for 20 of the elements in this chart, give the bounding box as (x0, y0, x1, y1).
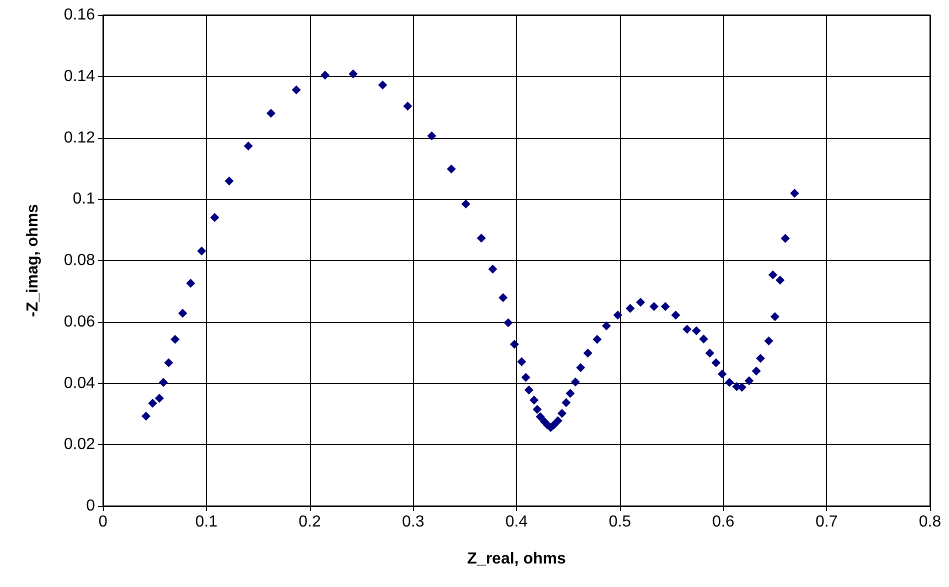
x-tick-label: 0.1 (195, 514, 218, 530)
y-tick-label: 0.02 (64, 436, 96, 454)
x-tick-label: 0.5 (608, 514, 632, 530)
x-axis-title: Z_real, ohms (467, 550, 566, 568)
y-tick-label: 0.1 (72, 190, 96, 208)
y-tick-label: 0.16 (64, 6, 96, 24)
x-tick-label: 0.2 (298, 514, 321, 530)
x-tick-label: 0.6 (712, 514, 734, 530)
y-tick-label: 0.14 (64, 68, 96, 85)
x-tick-label: 0.3 (402, 514, 424, 530)
y-tick-label: 0.12 (64, 129, 96, 146)
y-tick-label: 0.04 (64, 374, 96, 392)
y-tick-label: 0.06 (64, 313, 96, 330)
y-tick-label: 0.08 (64, 252, 96, 269)
x-tick-label: 0.7 (816, 514, 838, 530)
x-tick-label: 0.8 (918, 514, 942, 530)
x-tick-label: 0.4 (505, 514, 528, 530)
x-tick-label: 0 (98, 514, 108, 530)
y-axis-title: -Z_imag, ohms (24, 204, 42, 317)
y-tick-label: 0 (86, 498, 96, 514)
